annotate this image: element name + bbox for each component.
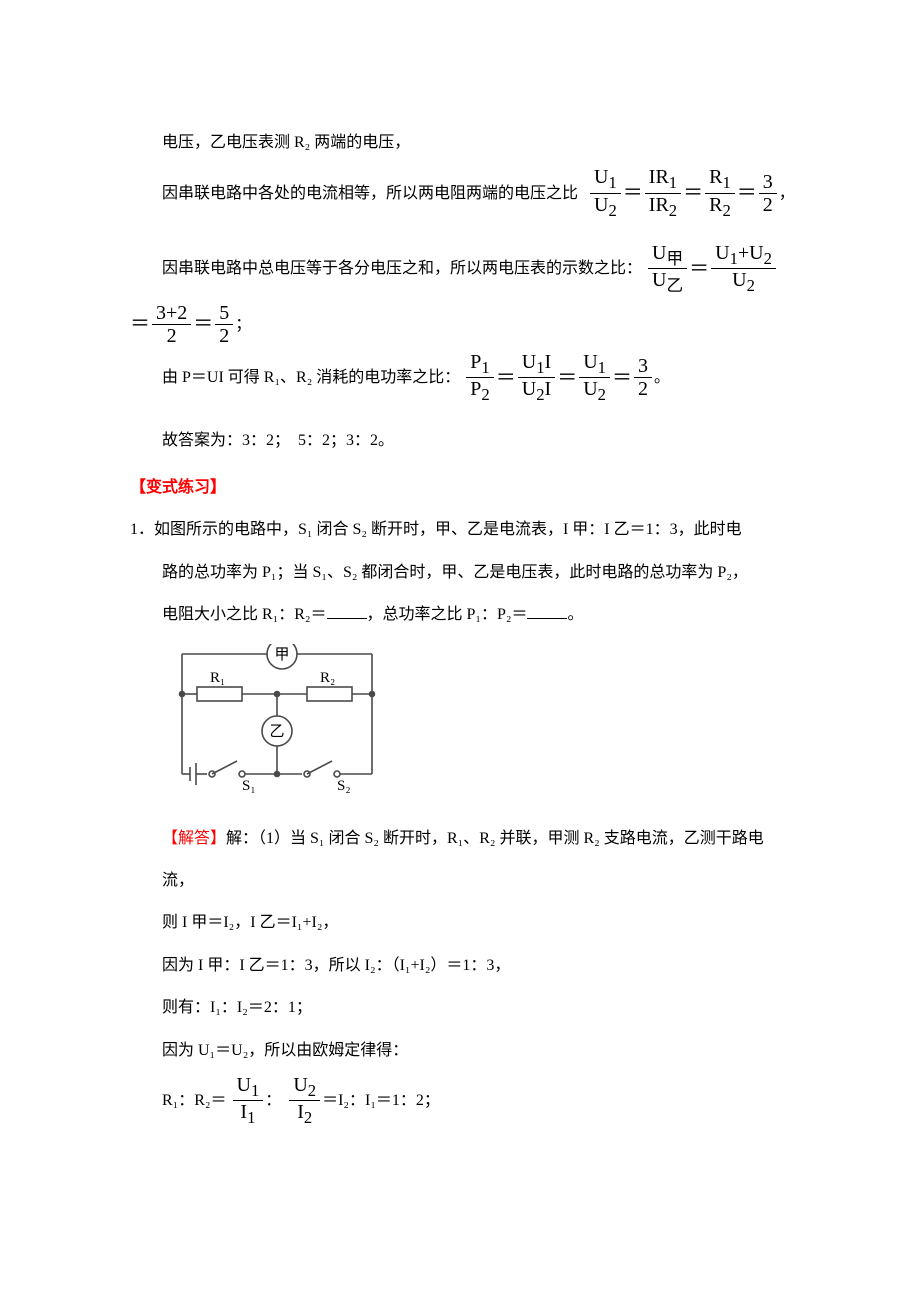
switch-label-s1: S₁ — [242, 778, 256, 794]
eq-prefix: 因串联电路中各处的电流相等，所以两电阻两端的电压之比 — [130, 184, 578, 203]
circuit-diagram: 甲 乙 R₁ R₂ S₁ S₂ — [162, 644, 810, 809]
fraction: IR1IR2 — [645, 166, 681, 220]
solution-text: 则 I 甲＝I₂，I 乙＝I₁+I₂， — [130, 904, 810, 942]
fraction: 3+22 — [152, 302, 191, 347]
fraction: P1P2 — [466, 351, 493, 405]
switch-label-s2: S₂ — [337, 778, 351, 794]
question-text: 电阻大小之比 R₁：R₂＝，总功率之比 P₁：P₂＝。 — [130, 596, 810, 634]
solution-text: 则有：I₁：I₂＝2：1； — [130, 989, 810, 1027]
equation-line: 因串联电路中总电压等于各分电压之和，所以两电压表的示数之比： U甲U乙 ＝ U1… — [130, 242, 810, 296]
equation-line: 因串联电路中各处的电流相等，所以两电阻两端的电压之比 U1U2 ＝ IR1IR2… — [130, 166, 810, 220]
body-text: 电压，乙电压表测 R₂ 两端的电压， — [130, 124, 810, 162]
fraction: U1I1 — [233, 1074, 264, 1128]
fraction: U2I2 — [289, 1074, 320, 1128]
section-heading: 【变式练习】 — [130, 469, 810, 507]
solution-text: 流， — [130, 862, 810, 900]
fraction: U1U2 — [590, 166, 621, 220]
question-text: 1．如图所示的电路中，S₁ 闭合 S₂ 断开时，甲、乙是电流表，I 甲：I 乙＝… — [130, 511, 810, 549]
document-page: 电压，乙电压表测 R₂ 两端的电压， 因串联电路中各处的电流相等，所以两电阻两端… — [0, 0, 920, 1192]
fraction: U1U2 — [579, 351, 610, 405]
eq-prefix: 因串联电路中总电压等于各分电压之和，所以两电压表的示数之比： — [130, 259, 642, 278]
fraction: U1IU2I — [518, 351, 555, 405]
equation-line: ＝ 3+22 ＝ 52 ； — [130, 302, 810, 347]
resistor-label-r2: R₂ — [320, 670, 335, 686]
fill-blank — [527, 602, 567, 619]
fraction: R1R2 — [705, 166, 735, 220]
meter-label-yi: 乙 — [269, 724, 284, 740]
equation-line: R₁：R₂＝ U1I1 ： U2I2 ＝I₂：I₁＝1：2； — [130, 1074, 810, 1128]
fraction: 52 — [215, 302, 233, 347]
solution-text: 【解答】解：（1）当 S₁ 闭合 S₂ 断开时，R₁、R₂ 并联，甲测 R₂ 支… — [130, 820, 810, 858]
question-text: 路的总功率为 P₁；当 S₁、S₂ 都闭合时，甲、乙是电压表，此时电路的总功率为… — [130, 554, 810, 592]
fraction: U1+U2U2 — [711, 242, 776, 296]
fraction: 32 — [759, 171, 777, 216]
fill-blank — [327, 602, 367, 619]
solution-text: 因为 I 甲：I 乙＝1：3，所以 I₂：（I₁+I₂）＝1：3， — [130, 947, 810, 985]
equation-line: 由 P＝UI 可得 R₁、R₂ 消耗的电功率之比： P1P2 ＝ U1IU2I … — [130, 351, 810, 405]
meter-label-jia: 甲 — [274, 647, 289, 663]
fraction: U甲U乙 — [648, 242, 687, 296]
body-text: 故答案为：3：2； 5：2；3：2。 — [130, 422, 810, 460]
fraction: 32 — [634, 355, 652, 400]
eq-prefix: 由 P＝UI 可得 R₁、R₂ 消耗的电功率之比： — [130, 368, 460, 387]
answer-label: 【解答】 — [162, 830, 226, 847]
solution-text: 因为 U₁＝U₂，所以由欧姆定律得： — [130, 1032, 810, 1070]
resistor-label-r1: R₁ — [210, 670, 225, 686]
